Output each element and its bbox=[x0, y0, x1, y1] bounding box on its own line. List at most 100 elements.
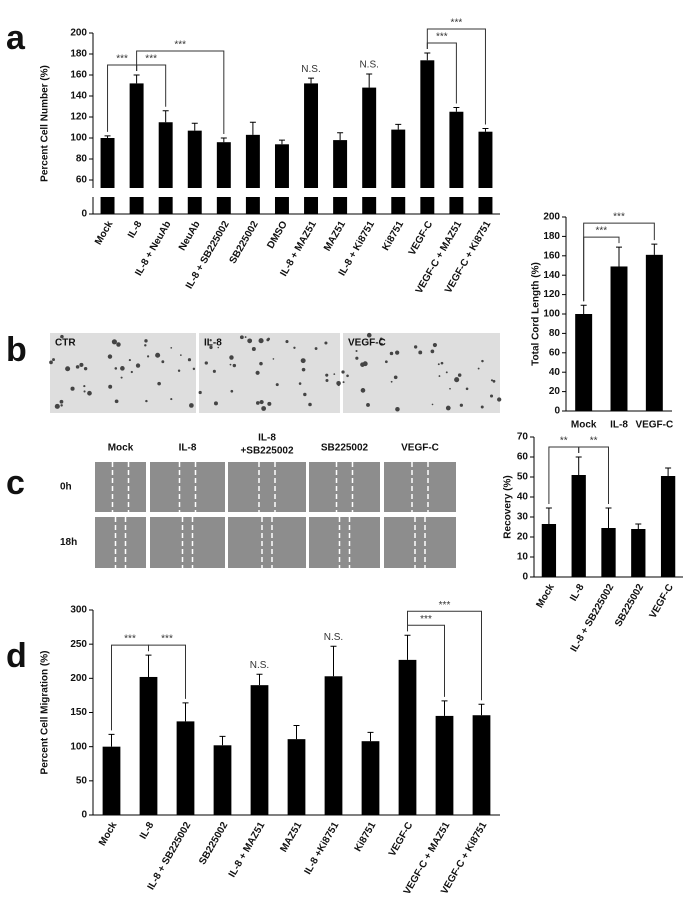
cell bbox=[135, 363, 141, 368]
cell bbox=[438, 375, 441, 377]
cell bbox=[259, 361, 263, 366]
micrograph bbox=[199, 333, 340, 413]
cell bbox=[337, 383, 340, 387]
error-bar bbox=[337, 132, 344, 141]
error-bar bbox=[278, 139, 285, 145]
cell bbox=[395, 407, 400, 412]
cell bbox=[266, 338, 270, 342]
x-tick-label: MAZ51 bbox=[322, 219, 348, 253]
y-tick-label: 160 bbox=[543, 250, 560, 261]
cell bbox=[255, 370, 260, 375]
bar bbox=[575, 314, 593, 411]
x-tick-label: IL-8 +Ki8751 bbox=[303, 820, 342, 877]
cell bbox=[59, 399, 64, 404]
error-bar bbox=[220, 137, 227, 143]
y-tick-label: 250 bbox=[70, 639, 87, 650]
cell bbox=[114, 367, 118, 370]
x-tick-label: IL-8 bbox=[568, 582, 587, 603]
x-tick-label: VEGF-C bbox=[387, 820, 415, 858]
micrograph bbox=[95, 517, 146, 568]
bar bbox=[304, 83, 319, 215]
y-tick-label: 0 bbox=[81, 810, 87, 821]
cell bbox=[144, 339, 148, 343]
panel-letter: b bbox=[6, 331, 27, 369]
cell bbox=[324, 341, 328, 345]
cell bbox=[293, 346, 296, 349]
cell bbox=[418, 350, 423, 355]
annotation: *** bbox=[439, 600, 451, 611]
bar bbox=[645, 254, 663, 411]
error-bar bbox=[293, 724, 300, 740]
cell bbox=[247, 338, 253, 344]
x-tick-label: DMSO bbox=[265, 219, 290, 251]
bar bbox=[176, 721, 195, 815]
cell bbox=[445, 371, 448, 374]
cell bbox=[454, 377, 460, 383]
x-tick-label: IL-8 bbox=[138, 820, 157, 841]
bar bbox=[398, 659, 417, 815]
y-tick-label: 0 bbox=[81, 209, 87, 220]
panel-letter: c bbox=[6, 464, 25, 502]
cell bbox=[144, 344, 147, 347]
cell bbox=[298, 382, 302, 385]
row-label: 0h bbox=[60, 482, 72, 493]
y-tick-label: 140 bbox=[70, 91, 87, 102]
significance-bracket bbox=[136, 50, 225, 134]
error-bar bbox=[108, 733, 115, 747]
cell bbox=[177, 369, 181, 372]
bar bbox=[361, 741, 380, 815]
y-tick-label: 40 bbox=[549, 367, 561, 378]
x-tick-label: NeuAb bbox=[177, 219, 203, 252]
annotation: N.S. bbox=[301, 64, 320, 75]
cell bbox=[449, 387, 451, 390]
error-bar bbox=[219, 735, 226, 746]
cell bbox=[346, 374, 349, 378]
y-tick-label: 120 bbox=[70, 112, 87, 123]
annotation: *** bbox=[613, 212, 625, 223]
cell bbox=[155, 352, 161, 358]
error-bar bbox=[367, 731, 374, 742]
bar bbox=[601, 528, 616, 577]
cell bbox=[204, 361, 208, 365]
bar bbox=[158, 122, 173, 214]
cell bbox=[481, 359, 484, 363]
error-bar bbox=[162, 110, 169, 123]
cell bbox=[244, 336, 247, 338]
bar bbox=[420, 60, 435, 214]
cell bbox=[497, 397, 502, 402]
y-tick-label: 60 bbox=[76, 175, 88, 186]
cell bbox=[325, 379, 329, 383]
cell bbox=[229, 363, 232, 366]
bar bbox=[610, 266, 628, 411]
annotation: ** bbox=[560, 436, 568, 447]
annotation: N.S. bbox=[359, 60, 378, 71]
significance-bracket bbox=[578, 446, 609, 504]
cell bbox=[232, 363, 237, 368]
y-tick-label: 140 bbox=[543, 270, 560, 281]
cell bbox=[128, 359, 131, 362]
cell bbox=[130, 370, 133, 374]
cell bbox=[437, 363, 440, 366]
annotation: *** bbox=[174, 40, 186, 51]
bar bbox=[435, 715, 454, 815]
cell bbox=[393, 375, 398, 380]
x-tick-label: VEGF-C bbox=[635, 420, 673, 431]
cell bbox=[445, 405, 451, 411]
bar bbox=[478, 131, 493, 214]
cell bbox=[230, 389, 234, 393]
error-bar bbox=[104, 135, 111, 138]
cell bbox=[255, 401, 260, 405]
significance-bracket bbox=[148, 644, 186, 699]
error-bar bbox=[404, 634, 411, 660]
y-tick-label: 50 bbox=[517, 472, 529, 483]
cell bbox=[272, 358, 275, 360]
bar bbox=[129, 83, 144, 215]
column-label: SB225002 bbox=[321, 443, 369, 454]
y-tick-label: 200 bbox=[70, 28, 87, 39]
cell bbox=[413, 345, 418, 349]
micrograph bbox=[384, 517, 456, 568]
cell bbox=[275, 383, 279, 387]
cell bbox=[430, 349, 435, 354]
cell bbox=[336, 380, 341, 386]
cell bbox=[261, 406, 267, 411]
